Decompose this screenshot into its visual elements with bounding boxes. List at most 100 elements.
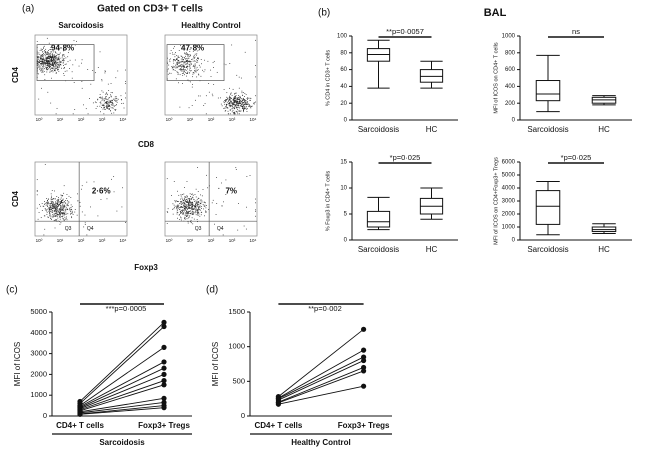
flow-event — [177, 60, 179, 61]
flow-event — [191, 86, 193, 88]
flow-event — [181, 64, 183, 66]
flow-event — [196, 209, 198, 211]
flow-event — [173, 204, 175, 206]
flow-event — [229, 103, 230, 105]
flow-event — [205, 95, 207, 97]
flow-event — [248, 105, 249, 107]
flow-event — [244, 100, 246, 102]
flow-event — [57, 59, 59, 61]
flow-event — [176, 206, 177, 208]
flow-event — [48, 63, 50, 65]
flow-event — [109, 97, 110, 99]
flow-event — [55, 60, 57, 62]
flow-event — [173, 59, 174, 61]
flow-event — [232, 107, 234, 109]
flow-event — [187, 205, 189, 206]
flow-event — [49, 60, 51, 62]
flow-event — [200, 199, 202, 201]
flow-event — [188, 198, 190, 199]
flow-event — [183, 59, 184, 60]
flow-event — [176, 209, 178, 211]
flow-event — [51, 57, 52, 58]
flow-event — [49, 215, 51, 217]
flow-event — [196, 219, 198, 220]
flow-event — [46, 37, 48, 39]
flow-event — [55, 61, 57, 63]
flow-event — [177, 200, 178, 202]
flow-event — [110, 110, 111, 112]
flow-event — [236, 107, 238, 109]
flow-event — [193, 65, 195, 67]
flow-event — [53, 215, 55, 217]
flow-event — [56, 107, 58, 109]
flow-event — [187, 221, 189, 222]
flow-event — [41, 68, 43, 70]
flow-event — [62, 204, 64, 206]
flow-event — [194, 71, 196, 73]
flow-event — [113, 176, 115, 178]
flow-event — [46, 67, 48, 69]
flow-event — [50, 207, 52, 209]
flow-event — [48, 207, 50, 209]
flow-event — [55, 73, 57, 74]
flow-event — [54, 227, 56, 229]
flow-event — [167, 57, 168, 59]
flow-event — [174, 66, 176, 68]
flow-event — [183, 209, 185, 211]
flow-event — [97, 66, 99, 68]
flow-event — [49, 212, 51, 214]
flow-event — [236, 103, 238, 105]
flow-event — [55, 113, 57, 115]
flow-event — [202, 204, 204, 205]
flow-event — [47, 202, 49, 204]
flow-event — [240, 110, 242, 112]
y-tick-label: 1000 — [502, 34, 516, 40]
flow-event — [201, 195, 203, 197]
flow-event — [62, 206, 64, 208]
flow-event — [53, 58, 55, 60]
flow-event — [55, 65, 57, 67]
flow-event — [108, 90, 110, 91]
flow-event — [199, 206, 201, 208]
flow-event — [179, 106, 181, 108]
pair-line — [278, 356, 364, 400]
flow-event — [120, 95, 122, 97]
flow-event — [198, 58, 199, 60]
flow-event — [54, 51, 56, 53]
flow-event — [244, 107, 245, 109]
flow-event — [64, 64, 66, 65]
flow-event — [215, 214, 217, 215]
flow-event — [77, 200, 79, 202]
flow-event — [64, 202, 66, 204]
flow-event — [52, 63, 54, 65]
flow-event — [112, 107, 114, 109]
flow-event — [103, 105, 105, 107]
flow-event — [55, 216, 56, 217]
flow-event — [188, 54, 190, 56]
flow-event — [49, 208, 51, 210]
flow-event — [72, 113, 74, 115]
flow-event — [184, 216, 186, 218]
flow-event — [62, 62, 64, 64]
flow-event — [110, 94, 111, 96]
flow-event — [175, 208, 177, 210]
flow-event — [55, 202, 57, 204]
flow-event — [54, 47, 56, 48]
flow-event — [241, 90, 243, 92]
pair-line — [79, 384, 165, 412]
flow-event — [243, 99, 245, 101]
flow-event — [182, 57, 183, 59]
flow-event — [249, 105, 251, 107]
flow-event — [110, 96, 112, 98]
flow-event — [45, 56, 47, 58]
flow-event — [180, 216, 181, 218]
flow-event — [236, 74, 238, 76]
flow-event — [113, 105, 115, 107]
flow-event — [210, 76, 212, 77]
flow-event — [198, 74, 200, 76]
flow-event — [123, 107, 125, 109]
flow-event — [178, 214, 180, 215]
flow-event — [52, 204, 54, 205]
y-tick-label: 400 — [505, 84, 516, 90]
flow-event — [173, 47, 174, 49]
